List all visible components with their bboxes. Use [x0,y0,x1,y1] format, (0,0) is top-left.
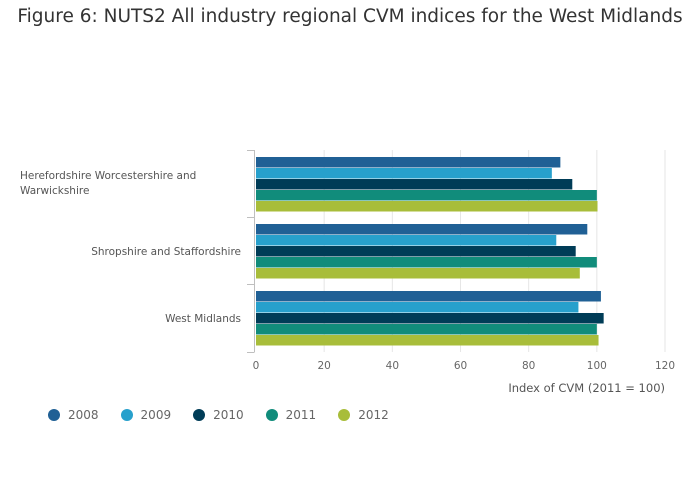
bar-2008-3 [256,291,601,302]
legend-swatch [193,409,206,421]
chart-title: Figure 6: NUTS2 All industry regional CV… [17,6,683,27]
category-label: Shropshire and Staffordshire [91,246,241,258]
legend-item-2012[interactable]: 2012 [338,408,389,422]
bar-2011-2 [256,257,597,268]
x-tick-label: 20 [317,360,331,372]
bar-2011-3 [256,324,597,335]
legend-swatch [48,409,60,421]
legend: 2008 2009 2010 2011 2012 [48,408,411,422]
legend-item-2008[interactable]: 2008 [48,408,99,422]
legend-label: 2011 [285,408,317,422]
category-label-line: Warwickshire [20,185,90,197]
bar-2008-1 [256,157,561,168]
bar-2010-1 [256,179,573,190]
legend-swatch [265,409,278,421]
x-tick-label: 60 [453,360,468,372]
x-tick-label: 40 [385,360,400,372]
legend-swatch [338,409,351,421]
bar-2009-1 [256,168,552,179]
bar-2012-1 [256,201,598,212]
x-tick-label: 80 [521,360,536,372]
bar-2008-2 [256,224,588,235]
x-tick-label: 100 [586,360,607,372]
bar-2009-3 [256,302,579,313]
category-label: West Midlands [165,313,241,325]
category-label-line: Herefordshire Worcestershire and [20,170,197,182]
x-tick-label: 0 [252,360,260,372]
x-tick-label: 120 [654,360,676,372]
legend-label: 2009 [140,408,172,422]
legend-item-2009[interactable]: 2009 [120,408,172,422]
bar-2012-3 [256,335,599,346]
legend-item-2011[interactable]: 2011 [265,408,317,422]
legend-label: 2008 [68,408,99,422]
legend-item-2010[interactable]: 2010 [193,408,244,422]
bar-2012-2 [256,268,580,279]
category-label: Herefordshire Worcestershire and Warwicks… [20,169,220,199]
legend-swatch [120,409,133,421]
x-axis-label: Index of CVM (2011 = 100) [508,381,665,395]
bar-2009-2 [256,235,557,246]
legend-label: 2012 [358,408,389,422]
legend-label: 2010 [213,408,244,422]
bar-2010-2 [256,246,576,257]
bar-2010-3 [256,313,604,324]
bar-2011-1 [256,190,597,201]
